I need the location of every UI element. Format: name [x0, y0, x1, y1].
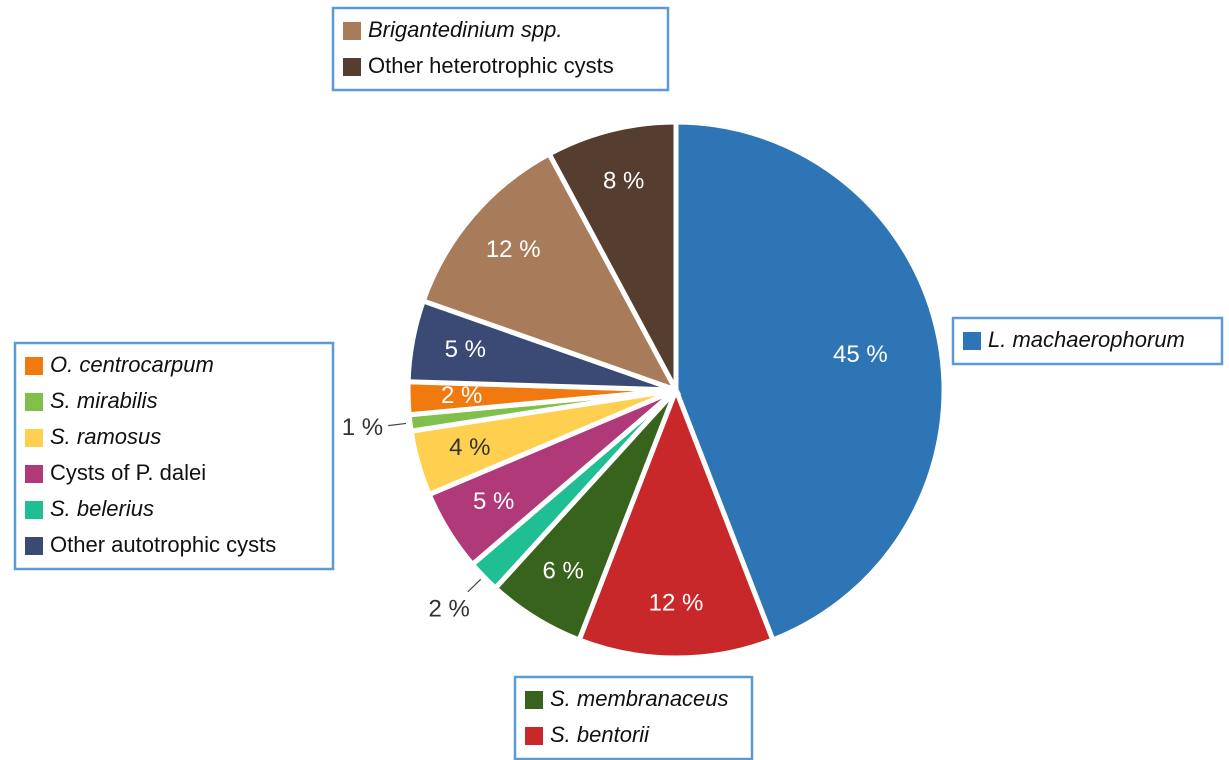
legend-label: S. membranaceus	[550, 686, 729, 711]
value-label: 8 %	[603, 167, 644, 194]
legend-label: O. centrocarpum	[50, 352, 214, 377]
legend-swatch	[25, 393, 43, 411]
value-label: 5 %	[473, 488, 514, 515]
legend-label: Brigantedinium spp.	[368, 17, 562, 42]
leader-line	[467, 578, 482, 593]
legend-label: S. bentorii	[550, 722, 650, 747]
pie-slice	[673, 119, 947, 644]
pie-slice	[575, 383, 777, 661]
legend-label: L. machaerophorum	[988, 327, 1185, 352]
pie-slice	[420, 150, 682, 395]
legend-swatch	[25, 357, 43, 375]
legend-swatch	[25, 465, 43, 483]
legend-label: S. ramosus	[50, 424, 161, 449]
legend-label: Other heterotrophic cysts	[368, 53, 614, 78]
legend-swatch	[25, 429, 43, 447]
legend-swatch	[963, 332, 981, 350]
legend-box	[331, 6, 670, 92]
value-label: 4 %	[449, 434, 490, 461]
legend-box	[13, 341, 335, 571]
value-label: 1 %	[342, 414, 383, 441]
legend-box	[951, 316, 1224, 366]
legend-swatch	[343, 58, 361, 76]
value-label: 5 %	[445, 336, 486, 363]
value-label: 12 %	[649, 590, 704, 617]
legend-swatch	[525, 727, 543, 745]
legend-label: Other autotrophic cysts	[50, 532, 276, 557]
value-label: 45 %	[833, 341, 888, 368]
legend-label: Cysts of P. dalei	[50, 460, 206, 485]
legend-swatch	[343, 22, 361, 40]
legend-swatch	[25, 537, 43, 555]
legend-swatch	[525, 691, 543, 709]
value-label: 12 %	[486, 236, 541, 263]
value-label: 2 %	[428, 595, 469, 622]
value-label: 2 %	[441, 382, 482, 409]
pie-slice	[545, 119, 679, 392]
leader-line	[388, 422, 407, 427]
legend-box	[513, 675, 754, 760]
legend-swatch	[25, 501, 43, 519]
value-label: 6 %	[542, 558, 583, 585]
legend-label: S. mirabilis	[50, 388, 158, 413]
legend-label: S. belerius	[50, 496, 154, 521]
